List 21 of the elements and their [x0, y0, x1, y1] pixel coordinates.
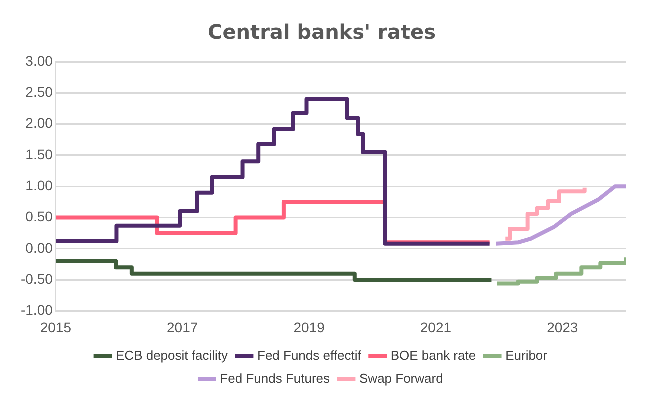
legend-label: BOE bank rate: [390, 348, 476, 364]
y-tick-label: -0.50: [20, 270, 54, 287]
y-tick-label: 1.50: [26, 146, 54, 162]
y-tick-label: 3.00: [26, 52, 54, 69]
legend-label: ECB deposit facility: [116, 348, 228, 364]
y-tick-label: -1.00: [20, 302, 54, 318]
legend-label: Fed Funds Futures: [220, 371, 331, 386]
x-tick-label: 2017: [167, 319, 198, 336]
legend-label: Fed Funds effectif: [258, 348, 362, 364]
x-tick-label: 2015: [40, 319, 72, 336]
x-tick-label: 2023: [547, 319, 578, 336]
y-tick-label: 0.50: [26, 208, 54, 225]
y-tick-label: 1.00: [26, 177, 54, 194]
x-tick-label: 2021: [420, 319, 452, 336]
legend-label: Swap Forward: [360, 371, 444, 386]
legend-label: Euribor: [506, 348, 548, 364]
x-tick-label: 2019: [294, 319, 326, 336]
chart-title: Central banks' rates: [208, 20, 436, 44]
y-tick-label: 0.00: [26, 240, 54, 256]
y-tick-label: 2.00: [26, 115, 54, 132]
y-tick-label: 2.50: [26, 84, 54, 100]
